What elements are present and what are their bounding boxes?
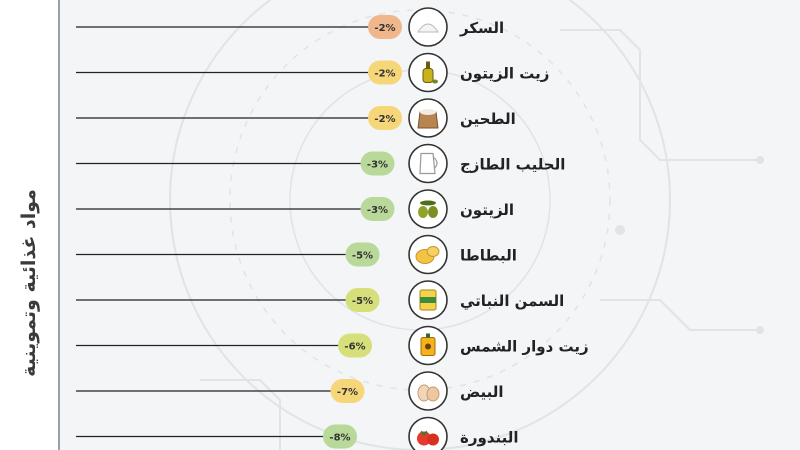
- category-label: الزيتون: [460, 201, 514, 219]
- value-badge: [368, 106, 402, 130]
- bottle-body: [422, 68, 434, 83]
- value-badge: [323, 424, 357, 449]
- value-label: -2%: [374, 114, 395, 125]
- category-label: السمن النباتي: [460, 292, 564, 310]
- category-label: البطاطا: [460, 247, 517, 265]
- oil-cap: [426, 333, 430, 338]
- chart-row: -7% البيض: [76, 371, 503, 411]
- jug: [419, 152, 436, 175]
- egg: [426, 386, 440, 402]
- tomato: [417, 431, 431, 446]
- deco-node: [756, 156, 764, 164]
- chart-row: -3% الحليب الطازج: [76, 143, 565, 184]
- deco-trace: [560, 29, 760, 161]
- chart-row: -3% الزيتون: [76, 189, 514, 229]
- deco-trace: [600, 299, 760, 331]
- value-badge: [345, 242, 380, 267]
- value-badge: [368, 15, 402, 39]
- value-label: -2%: [374, 69, 395, 80]
- flour-top: [420, 109, 436, 115]
- chart-row: -5% البطاطا: [76, 234, 517, 275]
- olive: [432, 79, 438, 84]
- side-band: [0, 0, 58, 450]
- milk-jug-icon: [419, 152, 438, 175]
- value-label: -3%: [367, 160, 388, 171]
- bottle-neck: [426, 61, 430, 69]
- icon-circle: [408, 189, 448, 229]
- chart-row: -2% زيت الزيتون: [76, 52, 549, 93]
- value-badge: [345, 288, 380, 312]
- sunflower-center: [425, 343, 431, 350]
- flour-sack-icon: [417, 109, 439, 129]
- chart-row: -2% السكر: [76, 7, 504, 47]
- value-badge: [330, 379, 365, 403]
- category-label: الطحين: [460, 110, 516, 128]
- value-label: -3%: [367, 205, 388, 216]
- olive: [418, 206, 428, 218]
- category-label: السكر: [459, 19, 504, 37]
- deco-node: [756, 326, 764, 334]
- value-label: -7%: [337, 387, 358, 398]
- chart-row: -5% السمن النباتي: [76, 280, 564, 320]
- category-label: زيت دوار الشمس: [460, 338, 589, 356]
- chart-row: -8% البندورة: [76, 416, 519, 450]
- value-label: -8%: [329, 433, 350, 444]
- value-badge: [360, 197, 395, 221]
- deco-trace: [200, 379, 281, 450]
- leaf: [420, 200, 436, 206]
- value-badge: [368, 60, 402, 85]
- side-divider: [58, 0, 60, 450]
- olive-oil-icon: [422, 61, 438, 84]
- chart-row: -6% زيت دوار الشمس: [76, 325, 589, 366]
- value-badge: [360, 151, 395, 176]
- olives-icon: [418, 200, 438, 218]
- sugar-pile: [417, 23, 439, 33]
- tomato: [427, 433, 439, 446]
- value-label: -5%: [352, 296, 373, 307]
- category-label: زيت الزيتون: [460, 65, 549, 83]
- tomato-stem: [420, 430, 428, 436]
- deco-node: [615, 225, 625, 235]
- tomatoes-icon: [417, 430, 439, 446]
- value-label: -5%: [352, 251, 373, 262]
- sugar-icon: [417, 23, 439, 33]
- jug-handle: [433, 157, 438, 169]
- olive: [428, 206, 438, 218]
- category-label: البيض: [460, 383, 503, 401]
- eggs-icon: [417, 384, 440, 402]
- value-badge: [338, 333, 372, 358]
- deco-ring: [169, 0, 671, 450]
- tin-label: [420, 297, 436, 303]
- category-label: الحليب الطازج: [460, 156, 565, 174]
- sunflower-oil-icon: [420, 333, 436, 356]
- chart-row: -2% الطحين: [76, 98, 516, 138]
- category-label: البندورة: [460, 429, 519, 447]
- ghee-tin-icon: [419, 289, 437, 311]
- potato: [426, 246, 440, 257]
- value-label: -2%: [374, 23, 395, 34]
- value-label: -6%: [344, 342, 365, 353]
- potatoes-icon: [415, 246, 440, 264]
